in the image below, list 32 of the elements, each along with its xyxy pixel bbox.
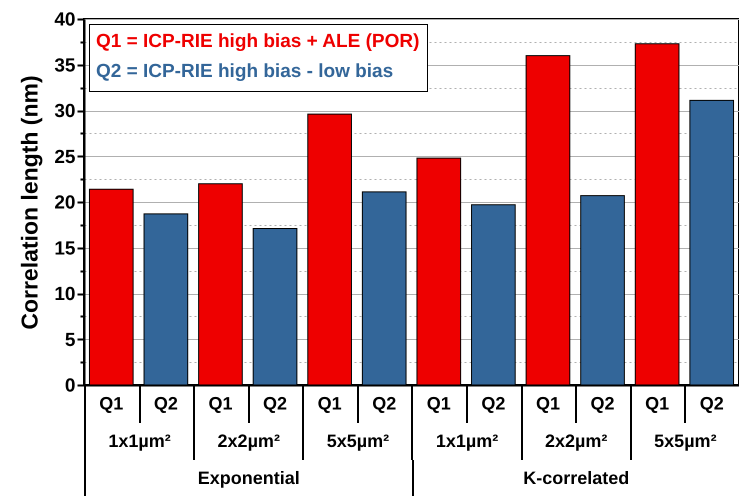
x-tick-label: Q2 [154, 394, 178, 414]
x-tick-label: Q1 [99, 394, 124, 414]
x-tick-label: Q2 [263, 394, 288, 414]
text: 5x5µm² [630, 423, 739, 460]
text: K-correlated [412, 460, 739, 496]
text: 1x1µm² [84, 423, 194, 460]
text: Q1 = ICP-RIE high bias + ALE (POR) [96, 30, 420, 54]
text: Q2 = ICP-RIE high bias - low bias [96, 60, 394, 84]
text: 2x2µm² [520, 423, 630, 460]
y-tick-label: 5 [64, 330, 76, 351]
x-tick-label: Q1 [536, 394, 560, 414]
y-tick-label: 15 [54, 238, 76, 260]
x-tick-label: Q2 [700, 394, 724, 414]
text: 1x1µm² [411, 423, 521, 460]
x-tick-label: Q2 [590, 394, 615, 414]
y-tick-label: 10 [54, 284, 76, 305]
x-tick-label: Q1 [208, 394, 232, 414]
y-axis-title: Correlation length (nm) [16, 75, 42, 330]
x-tick-label: Q2 [481, 394, 506, 414]
x-tick-label: Q1 [318, 394, 342, 414]
y-tick-label: 25 [54, 146, 76, 168]
text: 2x2µm² [193, 423, 302, 460]
y-tick-label: 40 [54, 10, 76, 30]
x-tick-label: Q1 [426, 394, 451, 414]
y-tick-label: 35 [54, 55, 76, 76]
text: 5x5µm² [302, 423, 412, 460]
text: Exponential [84, 460, 412, 496]
y-tick-label: 20 [54, 192, 76, 214]
x-tick-label: Q2 [372, 394, 396, 414]
x-tick-label: Q1 [645, 394, 670, 414]
y-tick-label: 0 [64, 376, 76, 396]
y-tick-label: 30 [54, 101, 76, 122]
